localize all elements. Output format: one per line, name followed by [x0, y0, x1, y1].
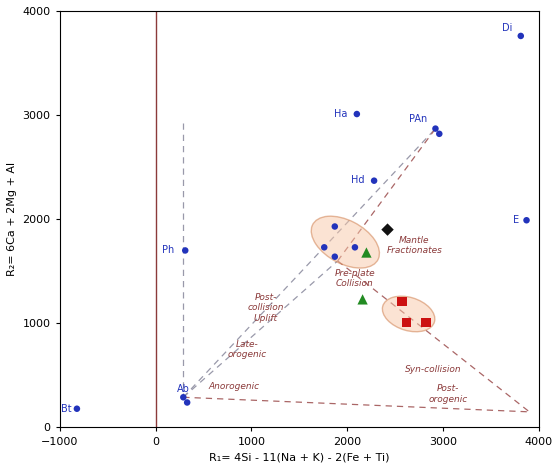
- Point: [352, 110, 361, 118]
- Point: [181, 247, 190, 254]
- Point: [370, 177, 379, 184]
- Point: [358, 295, 367, 303]
- Text: Pre-plate
Collision: Pre-plate Collision: [335, 269, 375, 288]
- Point: [351, 243, 360, 251]
- Point: [516, 32, 525, 40]
- Point: [421, 318, 430, 326]
- Text: Syn-collision: Syn-collision: [405, 365, 462, 374]
- Point: [320, 243, 329, 251]
- Text: Bt: Bt: [62, 404, 72, 414]
- Text: Di: Di: [502, 23, 512, 33]
- Text: Hd: Hd: [351, 174, 365, 185]
- Ellipse shape: [311, 216, 380, 268]
- Point: [330, 223, 339, 230]
- Text: PAn: PAn: [409, 114, 427, 124]
- Point: [431, 125, 440, 132]
- Text: Mantle
Fractionates: Mantle Fractionates: [386, 235, 442, 255]
- Text: Anorogenic: Anorogenic: [208, 382, 260, 391]
- Text: Post-
collision
Uplift: Post- collision Uplift: [248, 293, 284, 323]
- Text: Ab: Ab: [177, 384, 190, 394]
- Point: [72, 405, 81, 412]
- Text: Ha: Ha: [334, 109, 347, 119]
- Text: Late-
orogenic: Late- orogenic: [228, 340, 267, 359]
- X-axis label: R₁= 4Si - 11(Na + K) - 2(Fe + Ti): R₁= 4Si - 11(Na + K) - 2(Fe + Ti): [209, 452, 390, 462]
- Text: E: E: [513, 215, 519, 225]
- Point: [183, 399, 192, 406]
- Ellipse shape: [382, 296, 435, 332]
- Point: [383, 226, 392, 234]
- Text: Post-
orogenic: Post- orogenic: [428, 385, 468, 404]
- Point: [435, 130, 444, 137]
- Point: [398, 298, 407, 305]
- Text: Ph: Ph: [162, 245, 175, 256]
- Point: [402, 318, 411, 326]
- Point: [330, 253, 339, 260]
- Point: [362, 249, 371, 256]
- Point: [522, 217, 531, 224]
- Y-axis label: R₂= 6Ca + 2Mg + Al: R₂= 6Ca + 2Mg + Al: [7, 162, 17, 276]
- Point: [179, 393, 188, 401]
